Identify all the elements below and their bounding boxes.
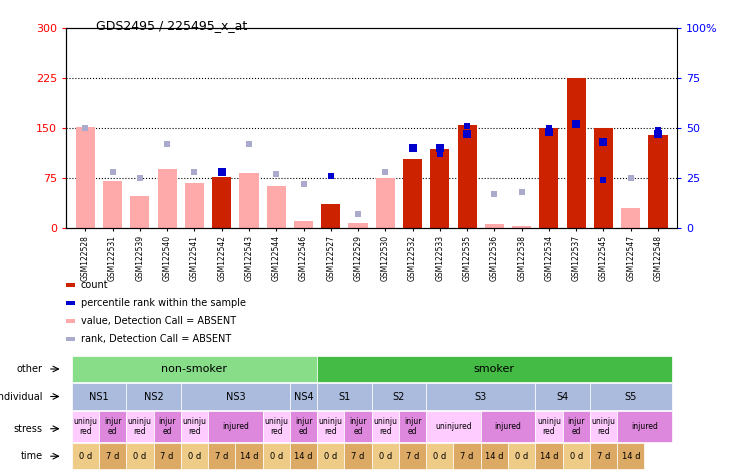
Text: uninju
red: uninju red <box>128 417 152 436</box>
Text: value, Detection Call = ABSENT: value, Detection Call = ABSENT <box>81 316 236 326</box>
Text: rank, Detection Call = ABSENT: rank, Detection Call = ABSENT <box>81 334 231 344</box>
Bar <box>158 169 177 228</box>
Text: S5: S5 <box>625 392 637 401</box>
Bar <box>103 181 122 228</box>
Text: NS3: NS3 <box>225 392 245 401</box>
Text: 14 d: 14 d <box>539 452 558 461</box>
Text: NS4: NS4 <box>294 392 314 401</box>
Bar <box>185 183 204 228</box>
Text: injur
ed: injur ed <box>294 417 312 436</box>
Text: injur
ed: injur ed <box>567 417 585 436</box>
Text: stress: stress <box>14 424 43 434</box>
Text: uninju
red: uninju red <box>264 417 289 436</box>
Bar <box>539 128 559 228</box>
Text: 7 d: 7 d <box>406 452 420 461</box>
Text: S3: S3 <box>475 392 487 401</box>
Text: NS1: NS1 <box>89 392 109 401</box>
Text: uninju
red: uninju red <box>183 417 206 436</box>
Text: 7 d: 7 d <box>597 452 610 461</box>
Text: 7 d: 7 d <box>106 452 119 461</box>
Bar <box>239 173 258 228</box>
Text: S1: S1 <box>339 392 350 401</box>
Bar <box>212 177 231 228</box>
Text: uninju
red: uninju red <box>592 417 615 436</box>
Bar <box>321 204 340 228</box>
Text: injur
ed: injur ed <box>350 417 367 436</box>
Text: S2: S2 <box>393 392 405 401</box>
Text: 14 d: 14 d <box>294 452 313 461</box>
Bar <box>621 208 640 228</box>
Text: 0 d: 0 d <box>570 452 583 461</box>
Text: injured: injured <box>222 422 249 431</box>
Text: injured: injured <box>495 422 522 431</box>
Text: 0 d: 0 d <box>324 452 337 461</box>
Text: 0 d: 0 d <box>188 452 201 461</box>
Text: percentile rank within the sample: percentile rank within the sample <box>81 298 246 308</box>
Text: time: time <box>21 451 43 461</box>
Bar <box>349 223 367 228</box>
Bar <box>403 159 422 228</box>
Text: uninju
red: uninju red <box>537 417 561 436</box>
Bar <box>567 78 586 228</box>
Text: GDS2495 / 225495_x_at: GDS2495 / 225495_x_at <box>96 19 247 32</box>
Text: injur
ed: injur ed <box>404 417 421 436</box>
Text: S4: S4 <box>556 392 569 401</box>
Text: smoker: smoker <box>474 364 515 374</box>
Text: 7 d: 7 d <box>351 452 365 461</box>
Bar <box>266 186 286 228</box>
Bar <box>431 149 450 228</box>
Text: 14 d: 14 d <box>485 452 503 461</box>
Text: 0 d: 0 d <box>515 452 528 461</box>
Text: uninjured: uninjured <box>435 422 472 431</box>
Text: 0 d: 0 d <box>434 452 447 461</box>
Bar <box>130 196 149 228</box>
Bar <box>376 178 394 228</box>
Text: injured: injured <box>631 422 658 431</box>
Bar <box>485 224 504 228</box>
Text: 7 d: 7 d <box>461 452 474 461</box>
Text: 14 d: 14 d <box>621 452 640 461</box>
Bar <box>294 221 313 228</box>
Bar <box>458 125 477 228</box>
Text: uninju
red: uninju red <box>74 417 97 436</box>
Bar <box>512 226 531 228</box>
Text: uninju
red: uninju red <box>373 417 397 436</box>
Text: non-smoker: non-smoker <box>161 364 227 374</box>
Bar <box>76 127 95 228</box>
Bar <box>648 135 668 228</box>
Text: 0 d: 0 d <box>269 452 283 461</box>
Text: 7 d: 7 d <box>215 452 228 461</box>
Text: 7 d: 7 d <box>160 452 174 461</box>
Text: uninju
red: uninju red <box>319 417 343 436</box>
Text: 0 d: 0 d <box>133 452 146 461</box>
Text: injur
ed: injur ed <box>104 417 121 436</box>
Bar <box>594 128 613 228</box>
Text: 14 d: 14 d <box>240 452 258 461</box>
Text: 0 d: 0 d <box>379 452 392 461</box>
Text: injur
ed: injur ed <box>158 417 176 436</box>
Text: count: count <box>81 280 109 290</box>
Text: 0 d: 0 d <box>79 452 92 461</box>
Text: other: other <box>17 364 43 374</box>
Text: NS2: NS2 <box>144 392 163 401</box>
Text: individual: individual <box>0 392 43 401</box>
